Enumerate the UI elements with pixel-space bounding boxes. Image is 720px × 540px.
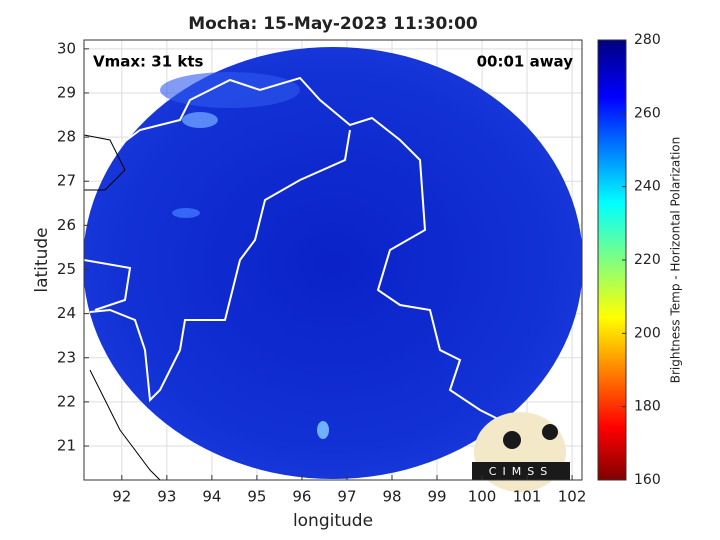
imagery xyxy=(84,47,582,480)
x-tick-label: 98 xyxy=(382,488,401,506)
cloud xyxy=(160,72,300,108)
y-tick-label: 27 xyxy=(57,172,76,190)
x-tick-label: 102 xyxy=(558,488,587,506)
colorbar-label: Brightness Temp - Horizontal Polarizatio… xyxy=(669,137,683,384)
colorbar-tick-label: 260 xyxy=(634,105,661,121)
colorbar-tick-label: 220 xyxy=(634,252,661,268)
y-tick-label: 26 xyxy=(57,216,76,234)
border xyxy=(84,259,132,311)
vmax-label: Vmax: 31 kts xyxy=(93,53,203,71)
y-tick-label: 22 xyxy=(57,392,76,410)
y-tick-label: 30 xyxy=(57,39,76,57)
x-tick-label: 95 xyxy=(247,488,266,506)
plot-frame xyxy=(83,39,583,481)
swath xyxy=(84,47,582,479)
colorbar-tick-label: 280 xyxy=(634,32,661,48)
x-tick-label: 101 xyxy=(513,488,542,506)
logo-text: CIMSS xyxy=(489,465,553,478)
coastline xyxy=(84,134,126,191)
logo: CIMSS xyxy=(472,412,570,492)
logo-dish xyxy=(503,431,521,449)
y-tick-label: 28 xyxy=(57,128,76,146)
border xyxy=(89,129,351,403)
colorbar-tick-label: 180 xyxy=(634,399,661,415)
colorbar-tick-label: 240 xyxy=(634,179,661,195)
border xyxy=(119,76,501,421)
x-tick-label: 93 xyxy=(157,488,176,506)
y-tick-label: 25 xyxy=(57,260,76,278)
y-tick-label: 24 xyxy=(57,304,76,322)
x-axis-label: longitude xyxy=(293,511,373,531)
y-tick-label: 29 xyxy=(57,83,76,101)
logo-tower xyxy=(542,424,558,440)
time-away-label: 00:01 away xyxy=(477,53,574,71)
colorbar-tick-label: 200 xyxy=(634,325,661,341)
cloud xyxy=(172,208,200,218)
cloud xyxy=(182,112,218,128)
y-tick-label: 21 xyxy=(57,437,76,455)
x-tick-label: 94 xyxy=(202,488,221,506)
title: Mocha: 15-May-2023 11:30:00 xyxy=(188,14,478,34)
x-tick-label: 100 xyxy=(468,488,497,506)
y-tick-label: 23 xyxy=(57,348,76,366)
cloud xyxy=(317,421,329,439)
y-axis-label: latitude xyxy=(32,227,52,292)
colorbar-tick-label: 160 xyxy=(634,472,661,488)
x-tick-label: 92 xyxy=(112,488,131,506)
coastline xyxy=(89,369,161,480)
x-tick-label: 97 xyxy=(337,488,356,506)
x-tick-label: 99 xyxy=(427,488,446,506)
logo-band xyxy=(472,462,570,480)
colorbar xyxy=(597,39,627,481)
x-tick-label: 96 xyxy=(292,488,311,506)
